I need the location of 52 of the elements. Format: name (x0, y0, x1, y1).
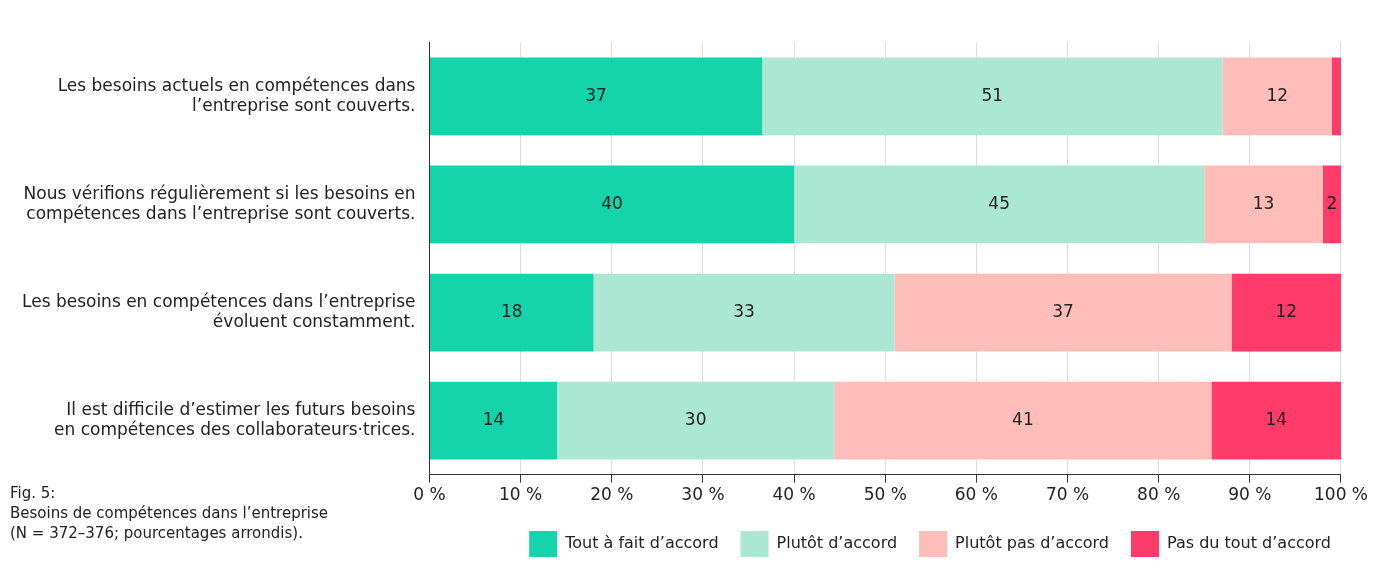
data-label: 30 (684, 409, 707, 429)
bar (1222, 57, 1332, 136)
legend-label: Plutôt pas d’accord (955, 533, 1110, 553)
data-label: 41 (1012, 409, 1034, 429)
bar (557, 381, 835, 460)
bar (1231, 273, 1341, 352)
data-label: 13 (1252, 192, 1275, 213)
data-label: 33 (733, 300, 755, 321)
data-label: 37 (585, 84, 607, 105)
data-label: 18 (500, 300, 523, 321)
x-tick-label: 20 % (590, 484, 634, 505)
data-label: 14 (482, 409, 505, 429)
x-tick-label: 40 % (772, 484, 816, 505)
legend-label: Pas du tout d’accord (1167, 533, 1331, 553)
bar (794, 165, 1205, 244)
bar (1211, 381, 1341, 460)
legend-label: Tout à fait d’accord (564, 533, 719, 553)
y-tick-label: Les besoins en compétences dans l’entreprise évoluent constamment. (22, 290, 416, 332)
data-label: 12 (1275, 300, 1298, 321)
bar (429, 165, 795, 244)
x-tick-label: 90 % (1228, 484, 1272, 505)
data-label: 51 (981, 84, 1004, 105)
bar (1322, 165, 1341, 244)
data-label: 37 (1052, 300, 1074, 321)
bar (429, 273, 594, 352)
x-tick-label: 60 % (954, 484, 998, 505)
bar (762, 57, 1223, 136)
x-tick-label: 10 % (499, 484, 543, 505)
x-tick-label: 100 % (1313, 484, 1369, 505)
bar (894, 273, 1232, 352)
x-tick-label: 50 % (863, 484, 907, 505)
data-label: 2 (1326, 192, 1338, 213)
data-label: 12 (1266, 84, 1289, 105)
text: Besoins de compétences dans l’entreprise (N = 372–376; pourcentages arrondis). (10, 504, 329, 543)
caption: Fig. 5: (10, 484, 56, 503)
x-tick-label: 70 % (1045, 484, 1090, 505)
y-tick-label: Nous vérifions régulièrement si les besoins en compétences dans l’entreprise sont couverts. (23, 182, 416, 224)
bar (593, 273, 895, 352)
bar (1331, 57, 1341, 136)
x-tick-label: 30 % (681, 484, 725, 505)
y-tick-label: Il est difficile d’estimer les futurs besoins en compétences des collaborateurs·trices. (54, 398, 416, 440)
bar (1204, 165, 1323, 244)
bar (429, 381, 558, 460)
data-label: 45 (988, 192, 1010, 213)
x-tick-label: 0 % (413, 484, 446, 505)
legend-label: Plutôt d’accord (776, 533, 898, 553)
bar (429, 57, 763, 136)
bar (834, 381, 1212, 460)
x-tick-label: 80 % (1137, 484, 1181, 505)
data-label: 14 (1265, 409, 1288, 429)
data-label: 40 (601, 192, 623, 213)
y-tick-label: Les besoins actuels en compétences dans l’entreprise sont couverts. (57, 74, 416, 116)
